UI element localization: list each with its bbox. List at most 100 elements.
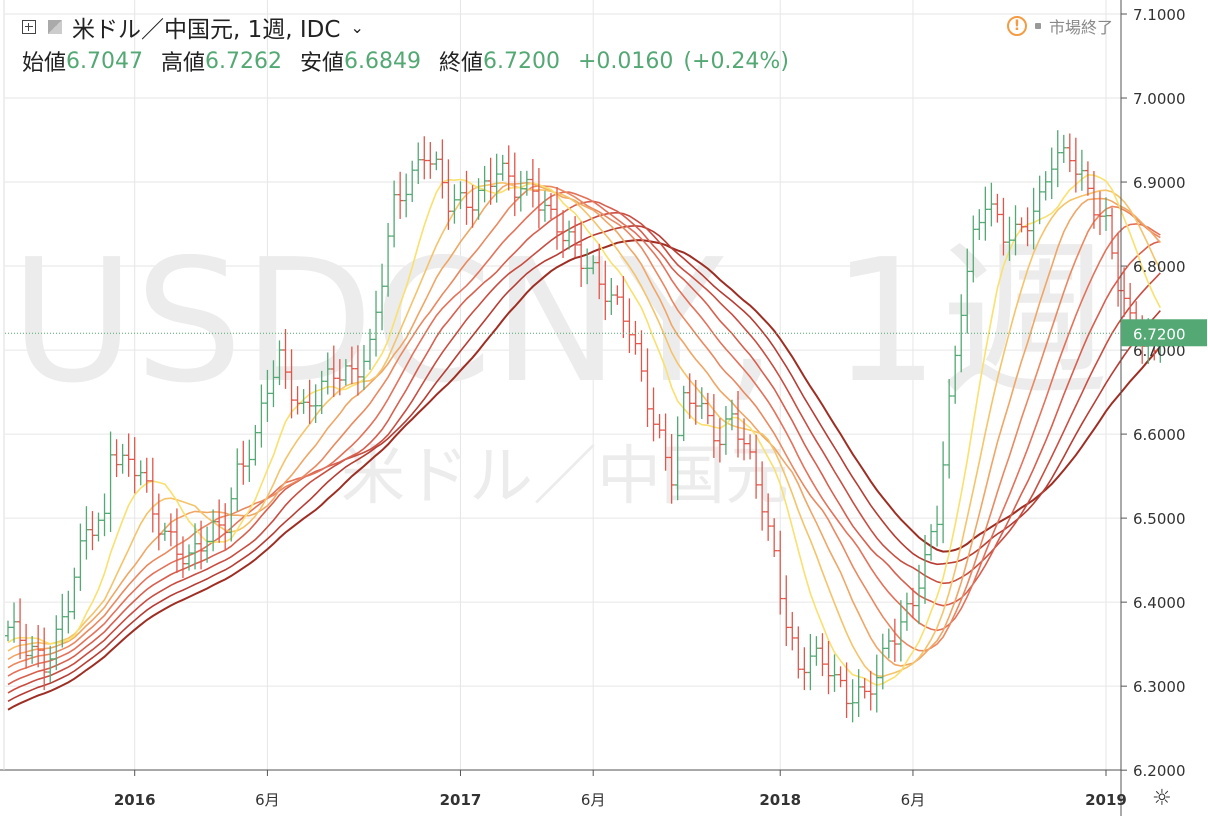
moving-average-line-40 xyxy=(7,211,1161,694)
ohlc-bar xyxy=(596,243,603,300)
time-tick-label: 2016 xyxy=(114,791,156,809)
ohlc-bar xyxy=(354,345,361,396)
symbol-title[interactable]: 米ドル／中国元, 1週, IDC xyxy=(72,17,341,43)
ohlc-bar xyxy=(614,285,621,305)
ohlc-bar xyxy=(741,418,748,461)
ohlc-bar xyxy=(397,171,404,219)
price-tick-label: 6.4000 xyxy=(1133,594,1186,612)
settings-gear-icon[interactable]: ☼ xyxy=(1152,786,1172,811)
ohlc-bar xyxy=(584,248,591,285)
ohlc-bar xyxy=(728,399,735,431)
ohlc-bar xyxy=(722,405,729,455)
ohlc-bar xyxy=(457,181,464,210)
open-value: 6.7047 xyxy=(66,48,143,74)
ohlc-bar xyxy=(77,523,84,591)
ohlc-bar xyxy=(1042,171,1049,201)
ohlc-bar xyxy=(53,615,60,671)
ohlc-bar xyxy=(149,457,156,533)
collapse-square-icon[interactable] xyxy=(22,20,36,34)
ohlc-bar xyxy=(1103,197,1110,231)
ohlc-bar xyxy=(11,602,18,643)
ohlc-bar xyxy=(95,512,102,542)
ohlc-bar xyxy=(294,386,301,415)
ohlc-bar xyxy=(783,575,790,647)
chevron-down-icon[interactable]: ⌄ xyxy=(350,17,364,37)
ohlc-bar xyxy=(300,389,307,414)
ohlc-bar xyxy=(427,142,434,179)
ohlc-bar xyxy=(409,160,416,202)
ohlc-bar xyxy=(795,626,802,679)
ohlc-bar xyxy=(282,329,289,389)
ohlc-bar xyxy=(909,587,916,619)
ohlc-bar xyxy=(451,184,458,224)
ohlc-bar xyxy=(469,185,476,228)
ohlc-bar xyxy=(747,434,754,460)
ohlc-bar xyxy=(523,170,530,196)
ohlc-bar xyxy=(1000,197,1007,256)
market-status[interactable]: ! 市場終了 xyxy=(1006,14,1113,38)
ohlc-bar xyxy=(439,139,446,199)
ohlc-bar xyxy=(445,159,452,230)
ohlc-bar xyxy=(1090,170,1097,229)
watermark-subtext: 米ドル／中国元 xyxy=(341,440,789,514)
ohlc-bar xyxy=(373,290,380,357)
ohlc-bar xyxy=(734,390,741,458)
symbol-flag-icon xyxy=(48,20,62,34)
ohlc-bar xyxy=(825,640,832,695)
ohlc-bar xyxy=(125,433,132,477)
ohlc-bar xyxy=(324,352,331,395)
ohlc-bar xyxy=(318,370,325,415)
ohlc-bar xyxy=(867,670,874,711)
ohlc-bar xyxy=(578,221,585,288)
ohlc-bar xyxy=(813,636,820,666)
ohlc-bar xyxy=(167,513,174,547)
close-value: 6.7200 xyxy=(483,48,560,74)
ohlc-bar xyxy=(831,654,838,692)
ohlc-bar xyxy=(819,633,826,677)
price-tick-label: 7.0000 xyxy=(1133,90,1186,108)
ohlc-bar xyxy=(173,508,180,574)
ohlc-bar xyxy=(306,379,313,424)
warning-icon[interactable]: ! xyxy=(1006,16,1027,36)
ohlc-bar xyxy=(710,394,717,458)
ohlc-bar xyxy=(1054,130,1061,188)
ohlc-bar xyxy=(119,443,126,474)
ohlc-bar xyxy=(493,153,500,203)
ohlc-bar xyxy=(608,277,615,315)
ohlc-bar xyxy=(65,590,72,634)
ohlc-bar xyxy=(204,526,211,563)
ohlc-bar xyxy=(360,345,367,390)
ohlc-bar xyxy=(1006,216,1013,261)
ohlc-bar xyxy=(1048,147,1055,200)
ohlc-bar xyxy=(222,503,229,550)
ohlc-bar xyxy=(59,593,66,648)
ohlc-bar xyxy=(704,392,711,425)
ohlc-bar xyxy=(903,592,910,631)
price-tick-label: 6.3000 xyxy=(1133,678,1186,696)
ohlc-bar xyxy=(264,369,271,422)
ohlc-bar xyxy=(17,598,24,660)
ohlc-bar xyxy=(71,567,78,620)
ohlc-bar xyxy=(753,434,760,499)
time-tick-label: 2019 xyxy=(1085,791,1127,809)
ohlc-bar xyxy=(391,180,398,248)
ohlc-bar xyxy=(29,635,36,664)
moving-average-line-50 xyxy=(7,239,1162,711)
ohlc-bar xyxy=(228,487,235,542)
last-price-label: 6.7200 xyxy=(1133,325,1186,343)
ohlc-bar xyxy=(131,437,138,494)
ohlc-bar xyxy=(23,623,30,669)
symbol-row[interactable]: 米ドル／中国元, 1週, IDC ⌄ xyxy=(22,10,364,44)
ohlc-bar xyxy=(185,544,192,571)
ohlc-bar xyxy=(83,506,90,560)
ohlc-bar xyxy=(885,628,892,659)
change-value: +0.0160 xyxy=(578,48,674,74)
ohlc-bar xyxy=(849,679,856,723)
price-tick-label: 6.9000 xyxy=(1133,174,1186,192)
ohlc-bar xyxy=(535,168,542,229)
ohlc-bar xyxy=(258,384,265,448)
time-tick-label: 6月 xyxy=(901,791,926,809)
